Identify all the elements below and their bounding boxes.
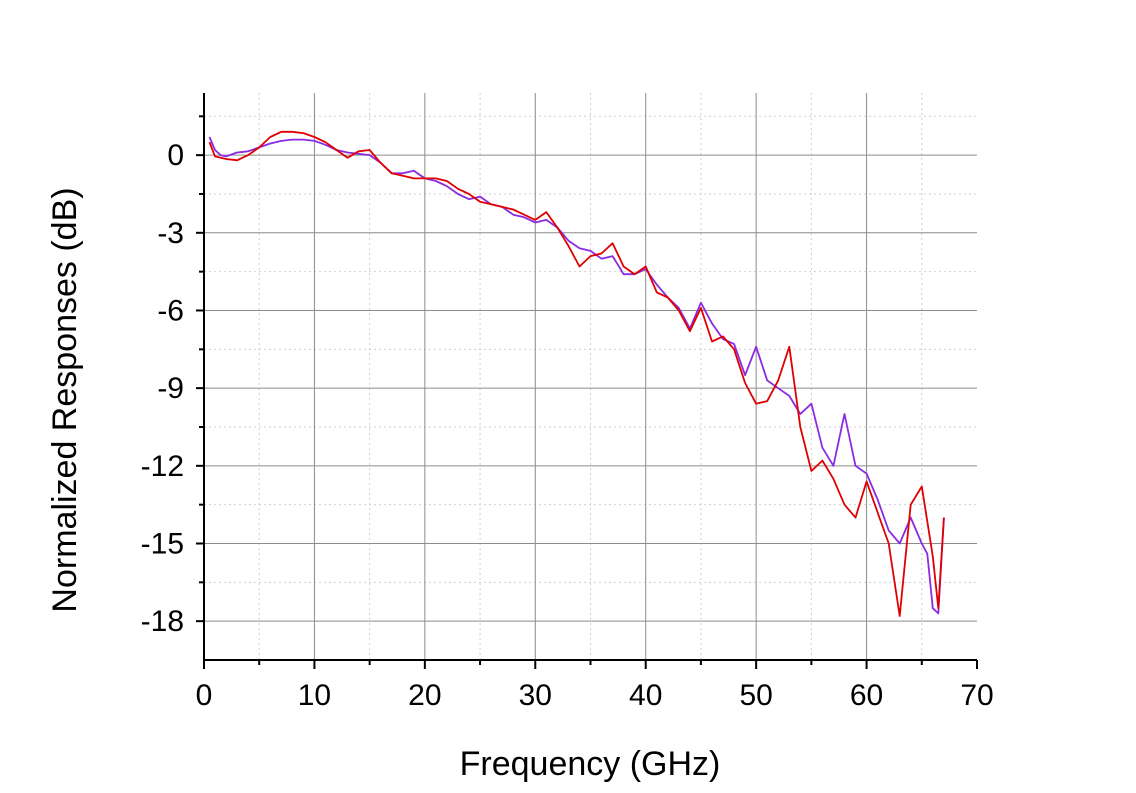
- y-tick-label: -3: [157, 217, 184, 250]
- series-line-2: [208, 130, 945, 617]
- x-tick-label: 10: [298, 679, 331, 712]
- x-tick-label: 70: [960, 679, 993, 712]
- series-line-1: [208, 136, 945, 615]
- series-layer: [208, 130, 945, 617]
- x-axis-label: Frequency (GHz): [460, 745, 721, 783]
- y-tick-label: -6: [157, 294, 184, 327]
- y-tick-label: -15: [141, 527, 184, 560]
- y-tick-label: -12: [141, 450, 184, 483]
- y-tick-label: -9: [157, 372, 184, 405]
- x-tick-labels: 0 10 20 30 40 50 60 70: [196, 679, 994, 712]
- y-tick-labels: 0 -3 -6 -9 -12 -15 -18: [141, 139, 184, 638]
- y-axis-label: Normalized Responses (dB): [46, 187, 84, 612]
- major-grid: [204, 93, 977, 660]
- x-tick-label: 60: [850, 679, 883, 712]
- x-tick-label: 20: [408, 679, 441, 712]
- y-tick-label: 0: [167, 139, 184, 172]
- x-tick-label: 0: [196, 679, 213, 712]
- x-tick-label: 30: [519, 679, 552, 712]
- y-tick-label: -18: [141, 605, 184, 638]
- axes: [196, 93, 978, 669]
- x-tick-label: 40: [629, 679, 662, 712]
- x-tick-label: 50: [739, 679, 772, 712]
- minor-grid: [204, 93, 977, 660]
